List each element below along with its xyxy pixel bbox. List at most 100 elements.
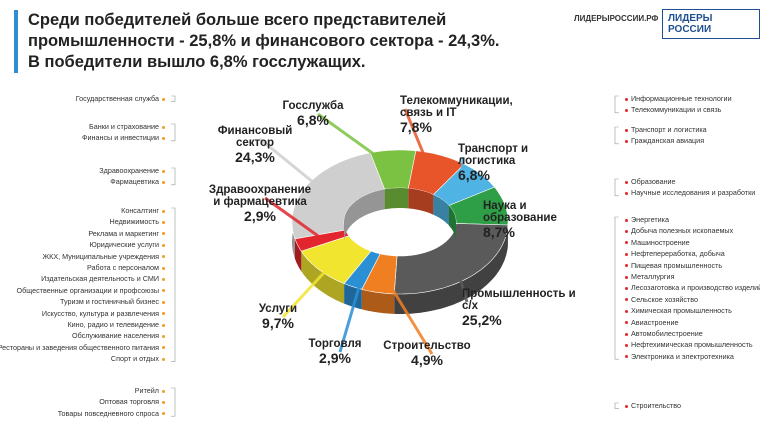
subitem: Гражданская авиация — [625, 135, 707, 146]
connector — [338, 269, 366, 353]
segment-inner-wall — [384, 188, 409, 210]
subitem-list: Образование Научные исследования и разраб… — [625, 176, 755, 199]
segment-side — [394, 225, 508, 314]
segment-label: Телекоммуникации, связь и IT 7,8% — [400, 95, 540, 135]
subitem: Электроника и электротехника — [625, 351, 760, 362]
segment-side — [361, 289, 395, 314]
value-label: 25,2% — [462, 312, 502, 328]
bracket — [171, 123, 176, 142]
subitem: Спорт и отдых — [0, 353, 165, 364]
subitem: Государственная служба — [76, 93, 165, 104]
subitem: Юридические услуги — [0, 239, 165, 250]
title-line: промышленности - 25,8% и финансового сек… — [28, 32, 500, 50]
bracket — [171, 95, 176, 102]
subitem: Реклама и маркетинг — [0, 228, 165, 239]
subitem: Товары повседневного спроса — [58, 408, 165, 419]
subitem: Строительство — [625, 400, 681, 411]
subitem: Информационные технологии — [625, 93, 732, 104]
connector — [259, 137, 331, 197]
connector — [317, 112, 396, 171]
category-name: Телекоммуникации, связь и IT — [400, 95, 513, 119]
logo-site: ЛИДЕРЫРОССИИ.РФ — [574, 14, 659, 23]
connector — [460, 156, 465, 188]
category-name: Промышленность и с/х — [462, 288, 576, 312]
segment-label: Наука и образование 8,7% — [483, 200, 573, 240]
subitem: Фармацевтика — [99, 176, 165, 187]
bracket — [614, 402, 619, 409]
subitem-list: Здравоохранение Фармацевтика — [99, 165, 165, 188]
subitem: Финансы и инвестиции — [82, 132, 165, 143]
segment-inner-wall — [433, 194, 449, 226]
subitem: Общественные организации и профсоюзы — [0, 285, 165, 296]
category-name: Здравоохранение и фармацевтика — [208, 184, 312, 208]
connector — [264, 196, 324, 241]
title-line: В победители вышло 6,8% госслужащих. — [28, 53, 366, 71]
subitem: Энергетика — [625, 214, 760, 225]
connector — [453, 260, 469, 303]
subitem: Здравоохранение — [99, 165, 165, 176]
bracket — [614, 178, 619, 197]
header-title: Среди победителей больше всего представи… — [14, 10, 499, 73]
connector — [281, 256, 340, 319]
value-label: 2,9% — [319, 350, 351, 366]
segment-side — [301, 251, 345, 304]
segment-label: Промышленность и с/х 25,2% — [462, 288, 582, 328]
category-name: Финансовый сектор — [217, 125, 293, 149]
subitem-list: Строительство — [625, 400, 681, 411]
value-label: 6,8% — [458, 167, 490, 183]
category-name: Транспорт и логистика — [458, 143, 529, 167]
segment-label: Финансовый сектор 24,3% — [210, 125, 300, 165]
subitem: Химическая промышленность — [625, 305, 760, 316]
subitem: Кино, радио и телевидение — [0, 319, 165, 330]
segment-label: Услуги 9,7% — [248, 303, 308, 331]
subitem: Искусство, культура и развлечения — [0, 308, 165, 319]
value-label: 6,8% — [297, 112, 329, 128]
subitem: Обслуживание населения — [0, 330, 165, 341]
segment-label: Транспорт и логистика 6,8% — [458, 143, 558, 183]
bracket — [171, 207, 176, 362]
subitem-list: Консалтинг Недвижимость Реклама и маркетин… — [0, 205, 165, 365]
segment-inner-wall — [408, 188, 434, 215]
subitem: Автомобилестроение — [625, 328, 760, 339]
subitem: ЖКХ, Муниципальные учреждения — [0, 251, 165, 262]
subitem: Недвижимость — [0, 216, 165, 227]
segment-side — [295, 238, 302, 272]
subitem: Консалтинг — [0, 205, 165, 216]
subitem: Оптовая торговля — [58, 396, 165, 407]
segment-label: Торговля 2,9% — [305, 338, 365, 366]
subitem: Работа с персоналом — [0, 262, 165, 273]
subitem: Ритейл — [58, 385, 165, 396]
subitem-list: Информационные технологии Телекоммуникаци… — [625, 93, 732, 116]
connector — [403, 108, 433, 174]
value-label: 9,7% — [262, 315, 294, 331]
subitem: Нефтехимическая промышленность — [625, 339, 760, 350]
subitem: Машиностроение — [625, 237, 760, 248]
subitem: Туризм и гостиничный бизнес — [0, 296, 165, 307]
subitem: Добыча полезных ископаемых — [625, 225, 760, 236]
bracket — [614, 216, 619, 360]
subitem: Лесозаготовка и производство изделий из … — [625, 282, 760, 293]
bracket — [614, 126, 619, 145]
subitem: Транспорт и логистика — [625, 124, 707, 135]
connector — [479, 208, 489, 216]
subitem: Банки и страхование — [82, 121, 165, 132]
subitem-list: Ритейл Оптовая торговля Товары повседневно… — [58, 385, 165, 419]
segment-inner-wall — [449, 205, 456, 242]
subitem: Образование — [625, 176, 755, 187]
title-line: Среди победителей больше всего представи… — [28, 11, 447, 29]
subitem: Нефтепереработка, добыча — [625, 248, 760, 259]
category-name: Наука и образование — [483, 200, 557, 224]
value-label: 7,8% — [400, 119, 432, 135]
subitem-list: Энергетика Добыча полезных ископаемых Маши… — [625, 214, 760, 362]
subitem: Сельское хозяйство — [625, 294, 760, 305]
segment-label: Госслужба 6,8% — [268, 100, 358, 128]
subitem: Металлургия — [625, 271, 760, 282]
subitem: Авиастроение — [625, 317, 760, 328]
segment-label: Строительство 4,9% — [372, 340, 482, 368]
segment-inner-wall — [344, 189, 385, 242]
category-name: Госслужба — [282, 100, 344, 112]
bracket — [171, 167, 176, 186]
subitem: Телекоммуникации и связь — [625, 104, 732, 115]
